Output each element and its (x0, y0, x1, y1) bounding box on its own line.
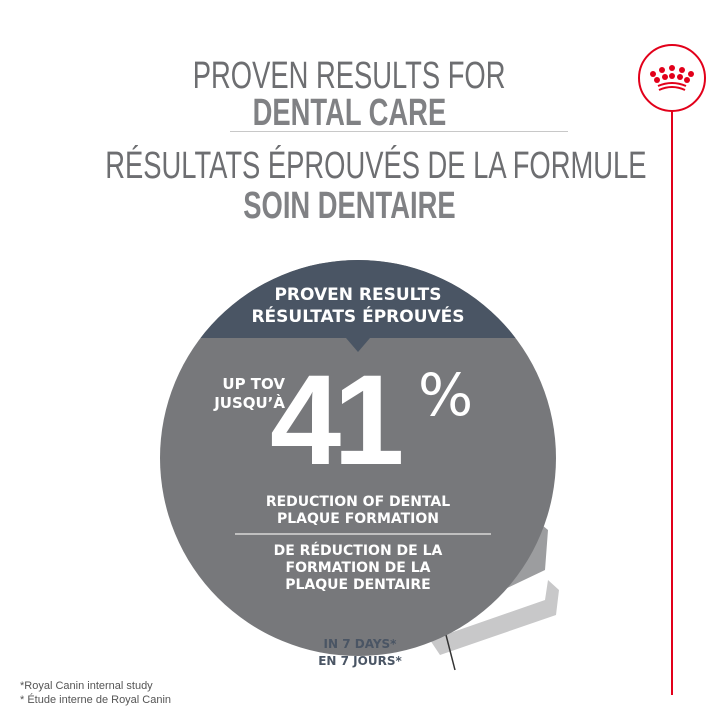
title-line-4: SOIN DENTAIRE (242, 185, 456, 227)
english-description: REDUCTION OF DENTAL PLAQUE FORMATION (265, 494, 451, 527)
banner-pointer (346, 338, 370, 352)
percentage-unit: % (418, 361, 474, 429)
banner-text: PROVEN RESULTS RÉSULTATS ÉPROUVÉS (251, 285, 465, 327)
footnote-fr: * Étude interne de Royal Canin (20, 694, 172, 706)
badge-circle (160, 260, 556, 656)
title-divider (230, 131, 568, 132)
duration-text: IN 7 DAYS* EN 7 JOURS* (318, 637, 402, 668)
title-line-1: PROVEN RESULTS FOR (192, 55, 506, 97)
royal-canin-crown-icon (638, 44, 706, 695)
title-line-3: RÉSULTATS ÉPROUVÉS DE LA FORMULE (105, 145, 647, 187)
up-to-label: UP TOV JUSQU’À (214, 375, 285, 412)
french-description: DE RÉDUCTION DE LA FORMATION DE LA PLAQUE … (273, 543, 443, 593)
percentage-value: 41 (270, 349, 404, 492)
footnote-en: *Royal Canin internal study (20, 680, 153, 692)
title-line-2: DENTAL CARE (252, 92, 446, 134)
